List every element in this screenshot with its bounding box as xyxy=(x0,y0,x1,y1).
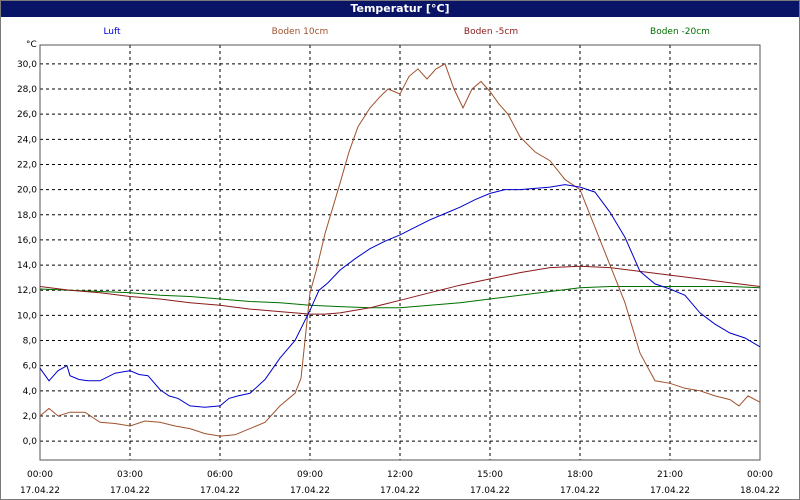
x-tick-time-label: 21:00 xyxy=(657,470,683,480)
y-tick-label: 26,0 xyxy=(17,110,37,120)
x-tick-time-label: 09:00 xyxy=(297,470,323,480)
x-tick-date-label: 17.04.22 xyxy=(560,486,600,496)
legend-entry: Luft xyxy=(103,27,121,37)
x-tick-date-label: 17.04.22 xyxy=(110,486,150,496)
y-tick-label: 14,0 xyxy=(17,261,37,271)
x-tick-time-label: 06:00 xyxy=(207,470,233,480)
series-line-boden-10cm xyxy=(39,63,761,437)
chart-title: Temperatur [°C] xyxy=(1,1,799,17)
x-tick-date-label: 17.04.22 xyxy=(20,486,60,496)
legend-entry: Boden -5cm xyxy=(464,27,518,37)
x-tick-date-label: 17.04.22 xyxy=(380,486,420,496)
y-tick-label: 18,0 xyxy=(17,211,37,221)
y-tick-label: 20,0 xyxy=(17,186,37,196)
y-tick-label: 30,0 xyxy=(17,60,37,70)
x-tick-time-label: 03:00 xyxy=(117,470,143,480)
x-tick-time-label: 12:00 xyxy=(387,470,413,480)
series-line-luft xyxy=(39,184,761,408)
x-tick-date-label: 17.04.22 xyxy=(200,486,240,496)
y-tick-label: 24,0 xyxy=(17,135,37,145)
series-line-boden-5cm xyxy=(39,265,761,315)
y-axis-tick-labels: 0,0 2,0 4,0 6,0 8,0 10,0 12,0 14,0 16,0 18,0 20,0 2… xyxy=(17,60,37,447)
y-tick-label: 28,0 xyxy=(17,85,37,95)
y-tick-label: 6,0 xyxy=(23,362,38,372)
y-tick-label: 12,0 xyxy=(17,286,37,296)
x-tick-time-label: 18:00 xyxy=(567,470,593,480)
x-tick-time-label: 15:00 xyxy=(477,470,503,480)
y-tick-label: 2,0 xyxy=(23,412,38,422)
plot-area-border xyxy=(39,44,761,461)
y-tick-label: 0,0 xyxy=(23,437,38,447)
y-axis-unit-label: °C xyxy=(26,40,37,50)
grid-lines xyxy=(39,45,761,460)
y-tick-label: 16,0 xyxy=(17,236,37,246)
x-tick-time-label: 00:00 xyxy=(27,470,53,480)
y-tick-label: 22,0 xyxy=(17,160,37,170)
legend: Luft Boden 10cm Boden -5cm Boden -20cm xyxy=(103,27,710,37)
x-tick-date-label: 17.04.22 xyxy=(650,486,690,496)
x-axis-tick-labels: 00:00 17.04.22 03:00 17.04.22 06:00 17.04.22 0… xyxy=(20,470,780,496)
x-tick-date-label: 17.04.22 xyxy=(290,486,330,496)
legend-entry: Boden -20cm xyxy=(650,27,710,37)
x-tick-date-label: 17.04.22 xyxy=(470,486,510,496)
series-line-boden-20cm xyxy=(39,286,761,309)
legend-entry: Boden 10cm xyxy=(272,27,329,37)
y-tick-label: 4,0 xyxy=(23,387,38,397)
y-tick-label: 8,0 xyxy=(23,337,38,347)
x-tick-time-label: 00:00 xyxy=(747,470,773,480)
series-lines xyxy=(39,63,761,437)
y-tick-label: 10,0 xyxy=(17,311,37,321)
x-tick-date-label: 18.04.22 xyxy=(740,486,780,496)
